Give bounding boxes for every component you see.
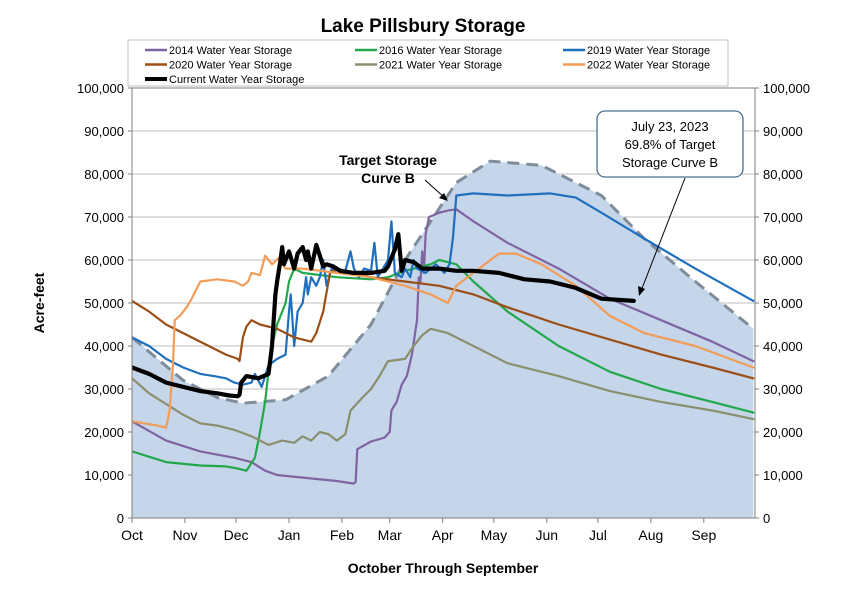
- x-tick-label-sep: Sep: [691, 527, 716, 543]
- y-axis-left-ticks: 0 10,000 20,000 30,000 40,000 50,000 60,000 70,…: [77, 81, 132, 526]
- y-tick-label-right: 100,000: [763, 81, 810, 96]
- y-tick-label-right: 30,000: [763, 382, 803, 397]
- y-tick-label-left: 70,000: [84, 210, 124, 225]
- x-tick-label-jun: Jun: [535, 527, 558, 543]
- y-tick-label-right: 70,000: [763, 210, 803, 225]
- target-label-arrowhead: [439, 193, 448, 201]
- y-tick-label-left: 60,000: [84, 253, 124, 268]
- callout-arrow: [640, 177, 686, 292]
- y-tick-label-left: 40,000: [84, 339, 124, 354]
- legend-label: 2021 Water Year Storage: [379, 60, 502, 72]
- y-tick-label-left: 10,000: [84, 468, 124, 483]
- y-tick-label-left: 50,000: [84, 296, 124, 311]
- callout-line1: July 23, 2023: [631, 119, 708, 134]
- x-tick-label-oct: Oct: [121, 527, 143, 543]
- callout-box: [596, 110, 744, 178]
- series-line-2021-water-year-storage: [132, 327, 755, 446]
- callout-annotation: July 23, 2023 69.8% of Target Storage Cu…: [596, 110, 744, 296]
- y-axis-label: Acre-feet: [31, 272, 47, 333]
- legend-label: Current Water Year Storage: [169, 74, 304, 86]
- x-tick-label-dec: Dec: [224, 527, 249, 543]
- y-tick-label-left: 30,000: [84, 382, 124, 397]
- y-tick-label-right: 40,000: [763, 339, 803, 354]
- x-tick-label-aug: Aug: [638, 527, 663, 543]
- legend-label: 2022 Water Year Storage: [587, 60, 710, 72]
- legend-label: 2016 Water Year Storage: [379, 45, 502, 57]
- y-tick-label-right: 80,000: [763, 167, 803, 182]
- legend-item-2016-water-year-storage: 2016 Water Year Storage: [355, 45, 502, 57]
- series-line-current-water-year-storage: [132, 232, 636, 399]
- x-tick-label-nov: Nov: [172, 527, 197, 543]
- target-label-arrow: [424, 179, 446, 199]
- legend-label: 2014 Water Year Storage: [169, 45, 292, 57]
- series-line-2016-water-year-storage: [132, 258, 755, 472]
- chart-legend: 2014 Water Year Storage 2016 Water Year S…: [127, 39, 729, 87]
- legend-box: [127, 39, 729, 87]
- legend-item-current-water-year-storage: Current Water Year Storage: [145, 74, 304, 86]
- y-tick-label-right: 90,000: [763, 124, 803, 139]
- x-axis-label: October Through September: [348, 560, 539, 576]
- legend-label: 2020 Water Year Storage: [169, 60, 292, 72]
- legend-item-2014-water-year-storage: 2014 Water Year Storage: [145, 45, 292, 57]
- y-tick-label-right: 60,000: [763, 253, 803, 268]
- y-tick-label-left: 90,000: [84, 124, 124, 139]
- x-tick-label-mar: Mar: [378, 527, 402, 543]
- y-tick-label-right: 10,000: [763, 468, 803, 483]
- y-tick-label-right: 50,000: [763, 296, 803, 311]
- chart-title: Lake Pillsbury Storage: [321, 16, 526, 37]
- series-line-2014-water-year-storage: [132, 208, 755, 485]
- target-curve-area: [132, 161, 754, 518]
- y-tick-label-right: 20,000: [763, 425, 803, 440]
- x-axis-ticks: Oct Nov Dec Jan Feb Mar Apr May Jun Jul Aug Sep: [121, 518, 716, 543]
- callout-line3: Storage Curve B: [622, 155, 718, 170]
- legend-item-2021-water-year-storage: 2021 Water Year Storage: [355, 60, 502, 72]
- x-tick-label-jul: Jul: [589, 527, 607, 543]
- legend-item-2019-water-year-storage: 2019 Water Year Storage: [563, 45, 710, 57]
- callout-arrowhead: [638, 286, 645, 296]
- y-tick-label-left: 100,000: [77, 81, 124, 96]
- target-label-line2: Curve B: [361, 170, 415, 186]
- x-tick-label-jan: Jan: [278, 527, 301, 543]
- target-label-line1: Target Storage: [339, 152, 437, 168]
- x-tick-label-apr: Apr: [432, 527, 454, 543]
- series-line-2020-water-year-storage: [132, 267, 755, 380]
- y-tick-label-right: 0: [763, 511, 770, 526]
- x-tick-label-feb: Feb: [330, 527, 354, 543]
- y-axis-right-ticks: 0 10,000 20,000 30,000 40,000 50,000 60,000 70,…: [755, 81, 810, 526]
- y-tick-label-left: 0: [117, 511, 124, 526]
- callout-line2: 69.8% of Target: [625, 137, 716, 152]
- target-curve-annotation: Target Storage Curve B: [339, 152, 448, 201]
- legend-label: 2019 Water Year Storage: [587, 45, 710, 57]
- legend-item-2020-water-year-storage: 2020 Water Year Storage: [145, 60, 292, 72]
- legend-item-2022-water-year-storage: 2022 Water Year Storage: [563, 60, 710, 72]
- y-tick-label-left: 20,000: [84, 425, 124, 440]
- y-tick-label-left: 80,000: [84, 167, 124, 182]
- x-tick-label-may: May: [481, 527, 507, 543]
